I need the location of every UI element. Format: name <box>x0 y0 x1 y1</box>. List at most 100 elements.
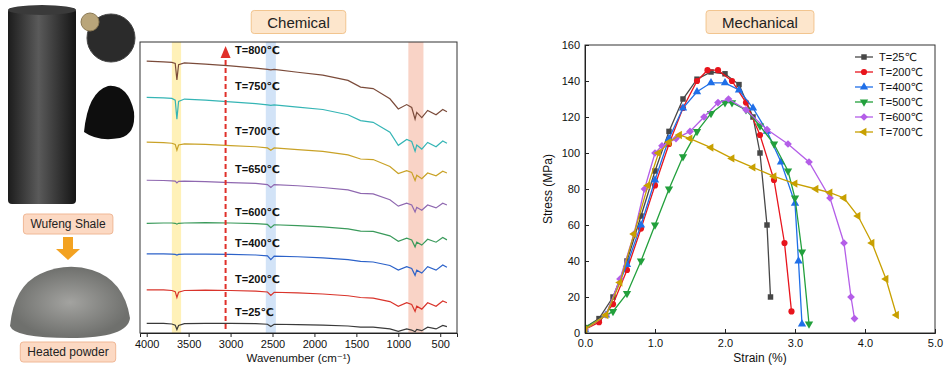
series-label: T=25℃ <box>235 306 274 318</box>
tick-label: 3500 <box>177 338 201 350</box>
tick-label: 140 <box>562 75 580 87</box>
tick: 0 <box>574 327 589 339</box>
title-box-bg <box>706 11 814 34</box>
series-label: T=800℃ <box>235 44 280 56</box>
legend-marker <box>861 54 866 59</box>
data-point <box>700 113 708 121</box>
data-point <box>601 311 608 319</box>
shale-core <box>8 8 76 204</box>
data-point <box>867 239 874 247</box>
tick: 40 <box>568 255 589 267</box>
tick-mark <box>147 333 148 337</box>
tick-label: 2500 <box>261 338 285 350</box>
tick: 80 <box>568 183 589 195</box>
tick: 3000 <box>219 333 243 350</box>
curve-line <box>585 72 771 328</box>
data-point <box>811 185 818 193</box>
spectrum-line <box>147 97 447 151</box>
data-point <box>654 149 661 157</box>
data-point <box>679 103 687 110</box>
legend-label: T=25℃ <box>879 51 917 63</box>
plot-area <box>585 67 899 333</box>
spectrum-line <box>147 323 447 331</box>
data-point <box>791 196 799 203</box>
data-point <box>679 154 687 161</box>
image-label-text: Wufeng Shale <box>30 217 105 231</box>
data-point <box>851 315 859 323</box>
series <box>585 95 858 333</box>
tick-label: 60 <box>568 219 580 231</box>
legend-label: T=200℃ <box>879 66 923 78</box>
data-point <box>790 179 797 187</box>
plot-frame <box>585 45 935 333</box>
data-point <box>602 311 610 319</box>
tick-label: 120 <box>562 111 580 123</box>
data-point <box>727 154 734 162</box>
data-point <box>757 132 763 138</box>
tick: 160 <box>562 39 589 51</box>
legend-marker <box>860 82 868 89</box>
tick-mark <box>795 329 796 333</box>
curve-line <box>585 135 897 329</box>
temperature-arrow <box>225 56 227 329</box>
data-point <box>784 140 792 148</box>
data-point <box>643 181 650 189</box>
tick: 60 <box>568 219 589 231</box>
data-point <box>788 308 794 314</box>
data-point <box>721 78 729 85</box>
legend-marker <box>860 100 868 107</box>
image-label: Wufeng Shale <box>23 214 112 234</box>
data-point <box>756 124 764 131</box>
data-point <box>757 150 762 155</box>
curve-line <box>585 99 855 329</box>
data-point <box>651 175 659 182</box>
data-point <box>665 187 673 194</box>
series <box>585 67 795 332</box>
tick-mark <box>398 333 399 337</box>
tick-label: 3000 <box>219 338 243 350</box>
coin <box>81 13 99 31</box>
legend-label: T=600℃ <box>879 111 923 123</box>
tick-label: 160 <box>562 39 580 51</box>
data-point <box>694 78 700 84</box>
tick-mark <box>231 333 232 337</box>
spectrum-line <box>147 142 447 180</box>
data-point <box>784 169 792 176</box>
data-point <box>769 172 776 180</box>
x-axis: 4000350030002500200015001000500 <box>135 333 458 350</box>
data-point <box>609 309 617 316</box>
highlight-band <box>172 42 181 333</box>
x-axis-line <box>141 334 458 338</box>
tick: 4.0 <box>858 329 873 349</box>
data-point <box>798 250 806 257</box>
image-label-bg <box>23 214 112 234</box>
title-box: Chemical <box>251 11 346 34</box>
tick: 2.0 <box>718 329 733 349</box>
tick-mark <box>585 297 589 298</box>
tick-label: 40 <box>568 255 580 267</box>
data-point <box>742 106 750 114</box>
spectrum-line <box>147 61 447 119</box>
tick-label: 1500 <box>345 338 369 350</box>
data-point <box>637 259 645 266</box>
tick-mark <box>273 333 274 337</box>
tick-label: 4000 <box>135 338 159 350</box>
tick: 2500 <box>261 333 285 350</box>
temperature-arrow-head <box>221 46 231 58</box>
image-label-bg <box>20 342 115 362</box>
data-point <box>805 158 813 166</box>
tick-mark <box>585 333 589 334</box>
legend-label: T=400℃ <box>879 81 923 93</box>
series-label: T=200℃ <box>235 273 280 285</box>
heated-powder <box>10 267 130 338</box>
tick-label: 500 <box>432 338 450 350</box>
tick-mark <box>585 189 589 190</box>
tick-mark <box>585 153 589 154</box>
x-axis: 0.01.02.03.04.05.0 <box>578 329 943 349</box>
data-point <box>680 96 685 101</box>
data-point <box>706 143 713 151</box>
data-point <box>686 128 694 136</box>
legend-label: T=700℃ <box>879 126 923 138</box>
data-point <box>794 256 802 263</box>
x-axis-title: Wavenumber (cm⁻¹) <box>246 352 350 364</box>
